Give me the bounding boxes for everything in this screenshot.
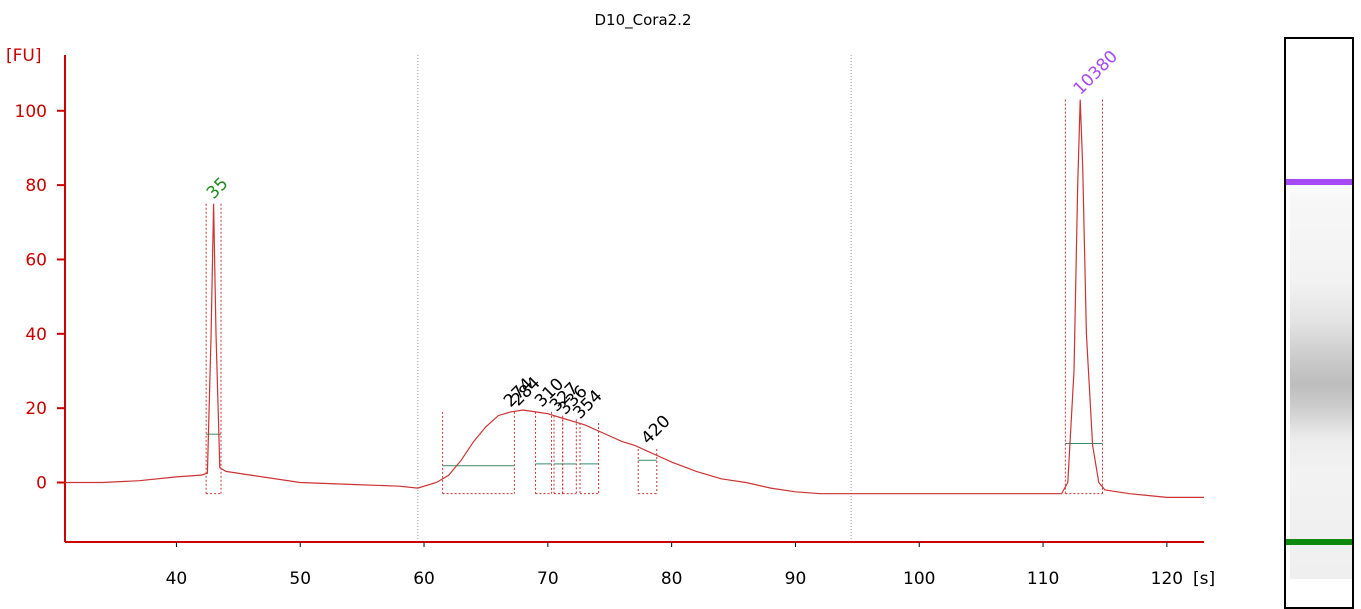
- plot-area: 0 20 40 60 80 100 40 50 60 70 80 90 100 110 120 35 10380…: [15, 47, 1204, 589]
- y-tick-label: 100: [15, 102, 47, 122]
- chart-title: D10_Cora2.2: [594, 11, 691, 30]
- peak-size-label: 35: [203, 174, 232, 203]
- y-tick-label: 60: [25, 250, 47, 270]
- x-tick-label: 80: [661, 569, 683, 589]
- y-tick-label: 40: [25, 325, 47, 345]
- y-tick-label: 80: [25, 176, 47, 196]
- x-tick-label: 70: [537, 569, 559, 589]
- x-tick-label: 120: [1151, 569, 1183, 589]
- x-tick-label: 100: [903, 569, 935, 589]
- x-tick-label: 60: [413, 569, 435, 589]
- x-tick-label: 40: [166, 569, 188, 589]
- y-axis-label: [FU]: [6, 46, 42, 66]
- x-tick-label: 90: [785, 569, 807, 589]
- x-tick-label: 50: [289, 569, 311, 589]
- x-axis-unit: [s]: [1193, 569, 1215, 589]
- y-tick-label: 0: [36, 474, 47, 494]
- gel-image: [1284, 37, 1354, 609]
- gel-lane: [1290, 39, 1352, 579]
- peak-size-label: 420: [638, 412, 675, 449]
- trace-line: [65, 99, 1204, 498]
- gel-band: [1286, 539, 1352, 546]
- gel-band: [1286, 179, 1352, 185]
- electropherogram-chart: D10_Cora2.2 [FU] [s] 0 20 40 60 80 100 40 50 60 7…: [6, 11, 1215, 589]
- y-tick-label: 20: [25, 399, 47, 419]
- peak-size-label: 10380: [1070, 47, 1122, 99]
- x-tick-label: 110: [1027, 569, 1059, 589]
